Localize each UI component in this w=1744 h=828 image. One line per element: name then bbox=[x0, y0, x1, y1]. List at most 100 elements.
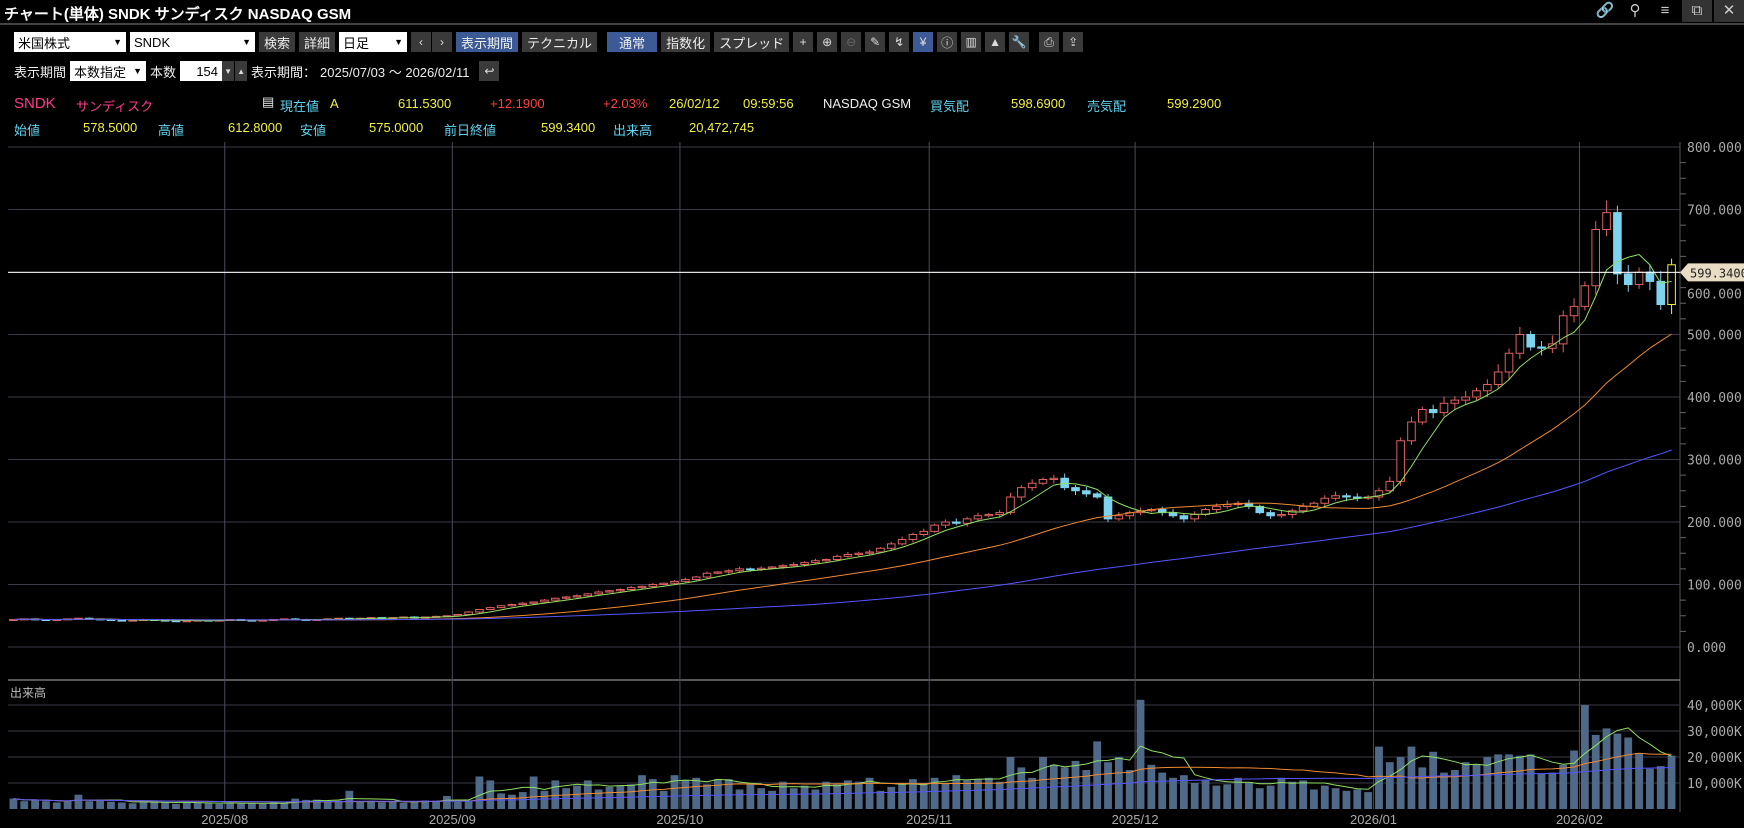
volume-tick-label: 10,000K bbox=[1687, 777, 1742, 792]
open-value: 578.5000 bbox=[83, 120, 138, 135]
detail-button[interactable]: 詳細 bbox=[299, 32, 336, 52]
restore-icon[interactable]: ⧉ bbox=[1682, 0, 1712, 22]
candle-up bbox=[1504, 352, 1514, 373]
candle-up bbox=[572, 595, 582, 598]
chevron-down-icon: ▼ bbox=[133, 66, 143, 76]
market-select[interactable]: 米国株式 ▼ bbox=[14, 32, 126, 52]
export-icon[interactable]: ⇪ bbox=[1063, 32, 1084, 52]
search-button[interactable]: 検索 bbox=[259, 32, 296, 52]
next-button[interactable]: › bbox=[432, 32, 453, 52]
volume-bar bbox=[529, 776, 538, 809]
range-value: 2025/07/03 ～ 2026/02/11 bbox=[320, 64, 470, 80]
volume-bar bbox=[768, 790, 776, 809]
volume-bar bbox=[1060, 767, 1069, 809]
volume-bar bbox=[1342, 790, 1351, 809]
candle-up bbox=[1277, 514, 1286, 517]
volume-bar bbox=[648, 779, 657, 809]
volume-bar bbox=[410, 801, 419, 809]
count-down-icon[interactable]: ▼ bbox=[222, 61, 235, 81]
candle-up bbox=[1580, 285, 1590, 307]
bar-chart-icon[interactable]: ▥ bbox=[961, 32, 982, 52]
volume-bar bbox=[1483, 757, 1492, 809]
volume-bar bbox=[150, 801, 159, 809]
volume-bar bbox=[182, 802, 191, 809]
close-icon[interactable]: ✕ bbox=[1714, 0, 1744, 22]
count-up-icon[interactable]: ▲ bbox=[235, 61, 248, 81]
candle-up bbox=[464, 611, 473, 615]
price-marker bbox=[1680, 263, 1744, 282]
wave-cursor-icon[interactable]: ↯ bbox=[889, 32, 910, 52]
candle-up bbox=[518, 602, 528, 605]
symbol-value: SNDK bbox=[134, 34, 171, 50]
candle-up bbox=[811, 560, 820, 564]
price-tick-label: 0.000 bbox=[1687, 641, 1726, 656]
candle-down bbox=[1071, 487, 1080, 492]
menu-icon[interactable]: ≡ bbox=[1660, 2, 1670, 19]
volume-bar bbox=[1515, 755, 1524, 809]
volume-bar bbox=[226, 802, 235, 809]
volume-bar bbox=[1385, 762, 1394, 809]
yen-icon[interactable]: ¥ bbox=[913, 32, 934, 52]
price-tick-label: 400.000 bbox=[1687, 391, 1742, 406]
index-button[interactable]: 指数化 bbox=[661, 32, 711, 52]
candle-up bbox=[821, 559, 831, 562]
count-input[interactable]: 154 bbox=[180, 61, 223, 81]
prev-close-label: 前日終値 bbox=[444, 123, 497, 138]
symbol-select[interactable]: SNDK ▼ bbox=[130, 32, 255, 52]
volume-bar bbox=[1396, 757, 1405, 809]
candle-up bbox=[778, 565, 788, 568]
normal-button[interactable]: 通常 bbox=[607, 32, 658, 52]
volume-bar bbox=[1667, 755, 1676, 809]
volume-bar bbox=[1299, 780, 1308, 809]
period-mode-select[interactable]: 本数指定 ▼ bbox=[70, 61, 147, 81]
volume-bar bbox=[1570, 750, 1578, 809]
volume-bar bbox=[1006, 757, 1015, 809]
prev-button[interactable]: ‹ bbox=[411, 32, 432, 52]
candle-up bbox=[648, 584, 658, 587]
volume-bar bbox=[367, 800, 375, 809]
period-button[interactable]: 表示期間 bbox=[456, 32, 519, 52]
volume-bar bbox=[85, 801, 94, 809]
link-icon[interactable]: 🔗 bbox=[1595, 2, 1615, 19]
interval-select[interactable]: 日足 ▼ bbox=[339, 32, 408, 52]
print-icon[interactable]: ⎙ bbox=[1039, 32, 1060, 52]
candle-up bbox=[507, 604, 517, 607]
spread-button[interactable]: スプレッド bbox=[714, 32, 790, 52]
search-icon[interactable]: ⚲ bbox=[1629, 2, 1641, 19]
zoom-out-icon[interactable]: ⊖ bbox=[841, 32, 862, 52]
candle-up bbox=[605, 590, 614, 593]
price-ma75-line bbox=[13, 449, 1672, 621]
volume-bar bbox=[1212, 785, 1221, 809]
quote-market: NASDAQ GSM bbox=[823, 96, 912, 111]
volume-bar bbox=[854, 781, 863, 809]
volume-bar bbox=[1429, 751, 1438, 809]
pencil-icon[interactable]: ✎ bbox=[865, 32, 886, 52]
volume-bar bbox=[573, 785, 581, 809]
volume-bar bbox=[1472, 764, 1481, 809]
technical-button[interactable]: テクニカル bbox=[522, 32, 598, 52]
refresh-icon[interactable]: ↩ bbox=[479, 61, 500, 81]
volume-bar bbox=[107, 801, 115, 809]
volume-bar bbox=[52, 802, 61, 809]
candle-up bbox=[626, 587, 636, 590]
candle-up bbox=[583, 593, 593, 597]
volume-bar bbox=[1169, 777, 1177, 809]
candle-up bbox=[1038, 479, 1048, 484]
zoom-in-icon[interactable]: ⊕ bbox=[817, 32, 838, 52]
candle-up bbox=[1602, 212, 1611, 230]
crosshair-icon[interactable]: + bbox=[793, 32, 814, 52]
volume-bar bbox=[1591, 734, 1600, 809]
info-icon[interactable]: ⓘ bbox=[937, 32, 958, 52]
candle-up bbox=[1006, 496, 1015, 514]
area-chart-icon[interactable]: ▲ bbox=[985, 32, 1006, 52]
volume-bar bbox=[551, 780, 560, 809]
candle-up bbox=[1385, 480, 1395, 492]
candle-up bbox=[1450, 399, 1460, 404]
volume-bar bbox=[161, 802, 170, 809]
volume-bar bbox=[757, 788, 766, 809]
volume-bar bbox=[1158, 772, 1167, 809]
memo-icon[interactable]: ▤ bbox=[262, 94, 275, 109]
wrench-icon[interactable]: 🔧 bbox=[1009, 32, 1030, 52]
candle-up bbox=[1396, 440, 1405, 482]
